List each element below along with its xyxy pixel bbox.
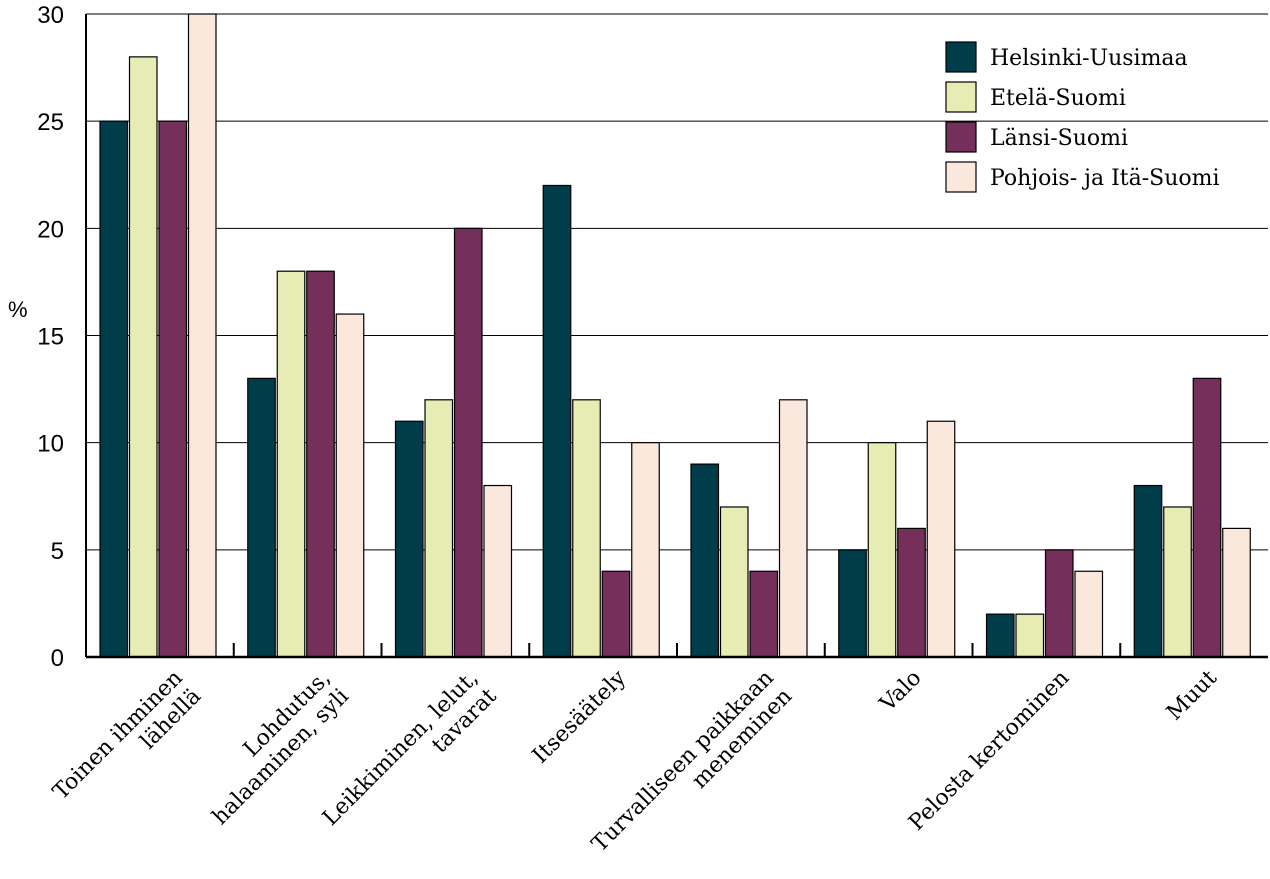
bars: [99, 13, 1251, 658]
legend-swatch: [945, 81, 977, 113]
x-tick-label: Turvalliseen paikkaanmeneminen: [587, 666, 797, 876]
bar: [128, 56, 158, 658]
axes: [85, 14, 1268, 659]
bar: [1015, 613, 1045, 658]
bar: [247, 377, 276, 658]
bar: [897, 527, 926, 658]
legend-swatch: [945, 121, 977, 153]
bar: [601, 570, 631, 658]
bar: [1133, 484, 1163, 658]
bar: [483, 484, 513, 658]
x-tick-label: Toinen ihminenlähellä: [48, 666, 206, 824]
legend-label: Länsi-Suomi: [990, 126, 1128, 151]
legend-label: Pohjois- ja Itä-Suomi: [990, 166, 1220, 191]
bar: [1044, 549, 1074, 658]
bar: [99, 120, 129, 658]
bar: [335, 313, 365, 658]
x-tick-label: Pelosta kertominen: [904, 666, 1074, 836]
bar: [749, 570, 779, 658]
bar: [1192, 377, 1222, 658]
bar: [1222, 527, 1251, 658]
legend-swatch: [945, 41, 977, 73]
legend-swatch: [945, 161, 977, 193]
bar: [306, 270, 335, 658]
y-tick-label: 0: [51, 645, 64, 672]
bar: [631, 442, 660, 658]
bar: [1163, 506, 1192, 658]
bar: [572, 399, 601, 658]
x-tick-label: Itsesäätely: [528, 665, 631, 768]
x-tick-label: Leikkiminen, lelut,tavarat: [318, 665, 502, 849]
bar: [276, 270, 306, 658]
y-tick-label: 25: [37, 109, 64, 136]
bar: [690, 463, 720, 658]
legend-label: Helsinki-Uusimaa: [990, 46, 1188, 71]
bar: [1074, 570, 1104, 658]
bar: [985, 613, 1015, 658]
bar: [778, 399, 808, 658]
bar: [394, 420, 424, 658]
y-tick-label: 20: [37, 216, 64, 243]
y-tick-label: 5: [51, 538, 64, 565]
y-tick-label: 15: [37, 324, 64, 351]
y-axis-label: %: [8, 297, 28, 322]
bar: [926, 420, 956, 658]
bar: [453, 227, 483, 658]
y-tick-label: 30: [37, 2, 64, 29]
x-tick-label: Valo: [875, 666, 927, 718]
bar: [187, 13, 217, 658]
bar: [719, 506, 749, 658]
legend: Helsinki-Uusimaa Etelä-Suomi Länsi-Suomi Po…: [945, 41, 1220, 193]
x-tick-labels: Toinen ihminenlähellä Lohdutus,halaaminen…: [48, 665, 1222, 876]
legend-label: Etelä-Suomi: [990, 86, 1126, 111]
x-tick-label: Muut: [1162, 665, 1222, 725]
bar: [542, 184, 572, 658]
bar: [838, 549, 867, 658]
bar: [158, 120, 188, 658]
bar: [867, 442, 897, 658]
y-tick-labels: 0 5 10 15 20 25 30: [37, 2, 64, 672]
bar: [424, 399, 454, 658]
y-tick-label: 10: [37, 431, 64, 458]
